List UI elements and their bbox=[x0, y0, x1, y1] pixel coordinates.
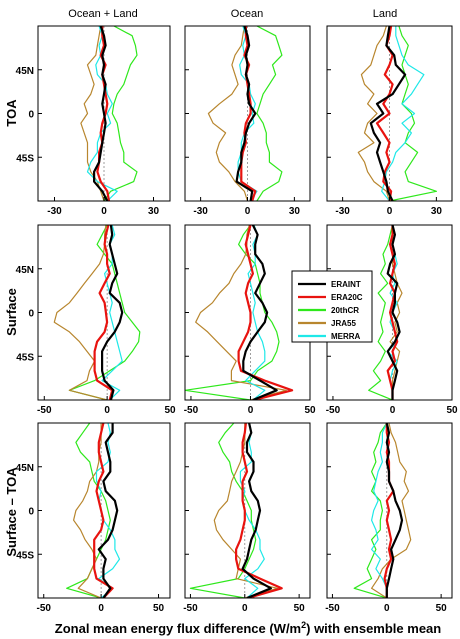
x-tick-label: 50 bbox=[304, 405, 316, 416]
series-line-20thcr bbox=[389, 26, 437, 201]
column-titles: Ocean + Land Ocean Land bbox=[68, 8, 397, 20]
series-line-20thcr bbox=[353, 423, 388, 598]
x-tick-label: 30 bbox=[431, 206, 443, 217]
y-tick-label: 45S bbox=[16, 153, 34, 164]
series-line-20thcr bbox=[103, 26, 138, 201]
row-label-surface-minus-toa: Surface – TOA bbox=[4, 467, 19, 557]
x-tick-label: -50 bbox=[183, 603, 198, 614]
series-line-20thcr bbox=[68, 225, 141, 400]
legend-label-merra: MERRA bbox=[331, 332, 361, 341]
legend-label-jra55: JRA55 bbox=[331, 319, 356, 328]
x-tick-label: 30 bbox=[148, 206, 160, 217]
series-line-jra55 bbox=[195, 225, 287, 400]
series-line-eraint bbox=[385, 423, 404, 598]
series-line-eraint bbox=[242, 225, 278, 400]
y-tick-label: 45N bbox=[16, 463, 34, 474]
legend-box bbox=[291, 270, 373, 343]
x-axis-label: Zonal mean energy flux difference (W/m2)… bbox=[55, 620, 441, 636]
series-line-20thcr bbox=[368, 225, 394, 400]
series-line-eraint bbox=[100, 225, 124, 400]
y-tick-label: 45N bbox=[16, 66, 34, 77]
series-line-era20c bbox=[237, 225, 294, 400]
series-line-era20c bbox=[93, 225, 114, 400]
x-tick-label: 0 bbox=[242, 603, 248, 614]
series-line-era20c bbox=[93, 423, 114, 598]
x-tick-label: 50 bbox=[294, 603, 306, 614]
x-tick-label: -50 bbox=[37, 405, 52, 416]
x-tick-label: -50 bbox=[325, 603, 340, 614]
y-tick-label: 0 bbox=[28, 507, 34, 518]
x-tick-label: 30 bbox=[289, 206, 301, 217]
y-tick-label: 45S bbox=[16, 352, 34, 363]
series-line-era20c bbox=[386, 225, 399, 400]
x-tick-label: 0 bbox=[104, 405, 110, 416]
row-label-toa: TOA bbox=[4, 99, 19, 127]
series-line-merra bbox=[371, 423, 388, 598]
x-tick-label: 0 bbox=[101, 206, 107, 217]
panel-toa-land: -30 0 30 bbox=[326, 25, 453, 217]
column-title-ocean: Ocean bbox=[231, 8, 263, 20]
x-tick-label: -30 bbox=[335, 206, 350, 217]
row-label-surface: Surface bbox=[4, 288, 19, 336]
series-line-eraint bbox=[97, 423, 119, 598]
legend-entries: ERAINT ERA20C 20thCR JRA55 MERRA bbox=[298, 280, 363, 341]
x-tick-label: -30 bbox=[47, 206, 62, 217]
legend: ERAINT ERA20C 20thCR JRA55 MERRA bbox=[291, 270, 373, 343]
x-tick-label: 50 bbox=[446, 405, 458, 416]
legend-label-era20c: ERA20C bbox=[331, 293, 363, 302]
y-tick-label: 45N bbox=[16, 265, 34, 276]
x-tick-label: -30 bbox=[193, 206, 208, 217]
series-line-jra55 bbox=[207, 26, 249, 201]
series-line-merra bbox=[381, 26, 425, 201]
column-title-ocean-land: Ocean + Land bbox=[68, 8, 137, 20]
panel-surface-ocean: -50 0 50 bbox=[184, 224, 316, 416]
series-line-eraint bbox=[235, 26, 257, 201]
x-tick-label: 0 bbox=[248, 405, 254, 416]
legend-label-eraint: ERAINT bbox=[331, 280, 361, 289]
x-axis-label-prefix: Zonal mean energy flux difference (W/m bbox=[55, 621, 301, 636]
series-line-20thcr bbox=[189, 423, 257, 598]
series-line-eraint bbox=[386, 225, 401, 400]
series-line-era20c bbox=[235, 423, 283, 598]
panel-surface-toa-ocean: -50 0 50 bbox=[183, 422, 311, 614]
x-tick-label: -50 bbox=[326, 405, 341, 416]
x-tick-label: 0 bbox=[245, 206, 251, 217]
y-tick-label: 0 bbox=[28, 309, 34, 320]
x-axis-label-suffix: ) with ensemble mean bbox=[306, 621, 441, 636]
panel-surface-land: -50 0 50 bbox=[326, 224, 458, 416]
panel-toa-ocean-land: -30 0 30 45N 0 45S bbox=[16, 25, 171, 217]
x-tick-label: 0 bbox=[387, 206, 393, 217]
x-tick-label: -50 bbox=[184, 405, 199, 416]
series-line-era20c bbox=[383, 423, 395, 598]
series-line-eraint bbox=[92, 26, 109, 201]
series-line-eraint bbox=[369, 26, 407, 201]
panel-surface-ocean-land: -50 0 50 45N 0 45S bbox=[16, 224, 176, 416]
series-line-jra55 bbox=[80, 26, 105, 201]
y-tick-label: 45S bbox=[16, 550, 34, 561]
x-tick-label: -50 bbox=[37, 603, 52, 614]
y-tick-label: 0 bbox=[28, 110, 34, 121]
series-line-jra55 bbox=[357, 26, 391, 201]
series-line-eraint bbox=[241, 423, 272, 598]
x-tick-label: 50 bbox=[436, 603, 448, 614]
panel-toa-ocean: -30 0 30 bbox=[184, 25, 311, 217]
panel-surface-toa-ocean-land: -50 0 50 45N 0 45S bbox=[16, 422, 171, 614]
x-tick-label: 50 bbox=[153, 603, 165, 614]
x-axis-label-superscript: 2 bbox=[301, 620, 306, 630]
series-line-era20c bbox=[240, 26, 257, 201]
series-line-era20c bbox=[375, 26, 394, 201]
x-tick-label: 50 bbox=[164, 405, 176, 416]
x-tick-label: 0 bbox=[384, 603, 390, 614]
x-tick-label: 0 bbox=[98, 603, 104, 614]
x-tick-label: 0 bbox=[390, 405, 396, 416]
column-title-land: Land bbox=[373, 8, 397, 20]
series-line-jra55 bbox=[371, 423, 412, 598]
series-line-jra55 bbox=[53, 225, 108, 400]
panel-surface-toa-land: -50 0 50 bbox=[325, 422, 453, 614]
legend-label-20thcr: 20thCR bbox=[331, 306, 359, 315]
series-line-era20c bbox=[96, 26, 111, 201]
series-line-20thcr bbox=[256, 26, 283, 201]
